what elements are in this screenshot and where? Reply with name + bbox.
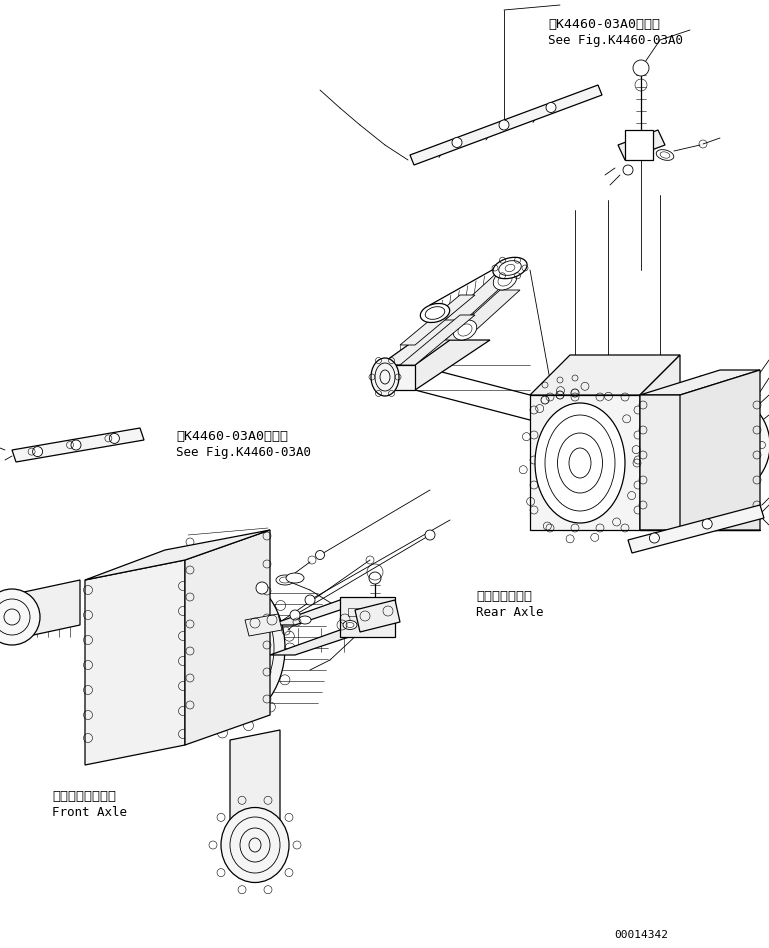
Ellipse shape <box>421 303 450 322</box>
Ellipse shape <box>276 575 294 585</box>
Text: 00014342: 00014342 <box>614 930 668 940</box>
Text: フロントアクスル: フロントアクスル <box>52 790 116 803</box>
Polygon shape <box>400 295 475 345</box>
Ellipse shape <box>453 320 477 340</box>
Text: Front Axle: Front Axle <box>52 806 127 819</box>
Circle shape <box>32 447 42 457</box>
Text: リヤーアクスル: リヤーアクスル <box>476 590 532 603</box>
Ellipse shape <box>493 257 527 279</box>
Polygon shape <box>628 505 764 553</box>
Polygon shape <box>85 560 185 765</box>
Ellipse shape <box>371 358 399 396</box>
Ellipse shape <box>343 621 357 629</box>
Circle shape <box>71 440 81 450</box>
Polygon shape <box>680 370 760 530</box>
Polygon shape <box>530 355 680 395</box>
Circle shape <box>499 120 509 130</box>
Ellipse shape <box>535 403 625 523</box>
Circle shape <box>649 533 659 543</box>
Polygon shape <box>445 270 520 320</box>
Ellipse shape <box>155 571 285 725</box>
Bar <box>370 608 384 616</box>
Text: See Fig.K4460-03A0: See Fig.K4460-03A0 <box>548 34 683 47</box>
Polygon shape <box>530 395 640 530</box>
Circle shape <box>666 393 769 497</box>
Circle shape <box>290 610 300 620</box>
Polygon shape <box>380 315 490 365</box>
Polygon shape <box>380 340 490 390</box>
Polygon shape <box>245 614 282 636</box>
Polygon shape <box>640 370 760 395</box>
Bar <box>348 608 362 616</box>
Circle shape <box>425 530 435 540</box>
Polygon shape <box>618 130 665 160</box>
Polygon shape <box>230 730 280 840</box>
Circle shape <box>315 551 325 559</box>
Ellipse shape <box>493 270 517 290</box>
Polygon shape <box>410 85 602 165</box>
Text: Rear Axle: Rear Axle <box>476 606 544 619</box>
Polygon shape <box>640 395 760 530</box>
Circle shape <box>633 60 649 76</box>
Bar <box>340 597 395 637</box>
Circle shape <box>256 582 268 594</box>
Circle shape <box>305 595 315 605</box>
Text: 第K4460-03A0図参照: 第K4460-03A0図参照 <box>176 430 288 443</box>
Polygon shape <box>270 630 370 655</box>
Ellipse shape <box>221 808 289 883</box>
Polygon shape <box>380 365 415 390</box>
Circle shape <box>109 433 119 444</box>
Text: See Fig.K4460-03A0: See Fig.K4460-03A0 <box>176 446 311 459</box>
Polygon shape <box>400 315 475 365</box>
Circle shape <box>369 572 381 584</box>
Circle shape <box>702 519 712 529</box>
Polygon shape <box>12 428 144 462</box>
Ellipse shape <box>656 150 674 160</box>
Bar <box>625 130 653 160</box>
Polygon shape <box>355 600 400 632</box>
Polygon shape <box>445 290 520 340</box>
Polygon shape <box>85 530 270 580</box>
Polygon shape <box>185 530 270 745</box>
Circle shape <box>452 137 462 148</box>
Text: 第K4460-03A0図参照: 第K4460-03A0図参照 <box>548 18 660 31</box>
Ellipse shape <box>286 573 304 583</box>
Polygon shape <box>640 355 680 530</box>
Polygon shape <box>10 580 80 640</box>
Ellipse shape <box>299 616 311 624</box>
Circle shape <box>0 589 40 645</box>
Polygon shape <box>270 600 370 625</box>
Circle shape <box>546 102 556 113</box>
